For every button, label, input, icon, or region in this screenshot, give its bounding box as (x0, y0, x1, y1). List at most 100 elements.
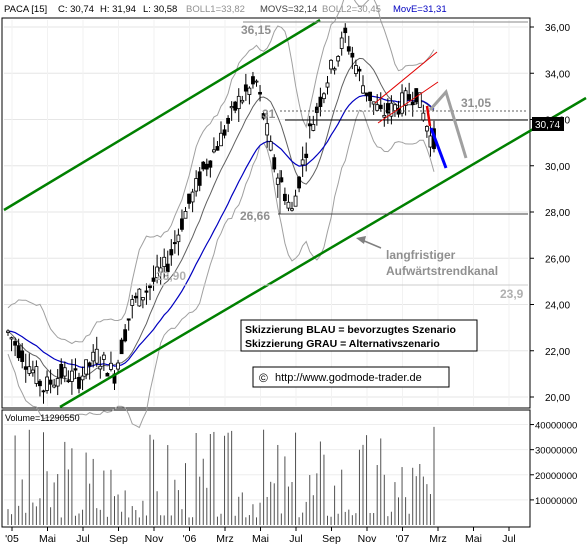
candle-body (116, 362, 120, 370)
candle-body (211, 149, 216, 153)
candle-body (254, 80, 259, 83)
candle-body (357, 68, 362, 72)
overlays (3, 18, 587, 409)
candle-body (34, 366, 39, 384)
candle-body (251, 76, 255, 85)
candle-body (180, 218, 184, 230)
candle-body (123, 329, 128, 342)
candle-body (378, 104, 383, 110)
candle-body (52, 384, 57, 388)
candle-body (126, 318, 131, 321)
candle-body (350, 52, 355, 58)
annotation-support: 23,90 (156, 269, 186, 283)
legend-box (240, 319, 478, 352)
annotation-partial: 31 (262, 107, 276, 121)
red-current-move (425, 105, 432, 127)
volume-bars (7, 426, 435, 525)
candle-body (215, 146, 220, 151)
candle-body (261, 113, 266, 119)
time-tick-label: Mai (39, 533, 56, 545)
candle-body (148, 285, 152, 289)
copyright-box (252, 366, 450, 388)
volume-panel-frame (1, 409, 531, 528)
candle-body (297, 176, 302, 189)
legend-line-grey: Skizzierung GRAU = Alternativszenario (245, 338, 440, 350)
candle-body (190, 191, 195, 203)
candle-body (13, 341, 18, 346)
candle-body (55, 378, 60, 387)
candle-body (389, 102, 394, 117)
candle-body (236, 95, 241, 110)
candle-body (187, 193, 191, 204)
candle-body (119, 339, 124, 355)
candle-body (336, 56, 341, 62)
candle-body (219, 132, 223, 147)
candle-body (272, 157, 277, 170)
channel-text-line1: langfristiger (386, 248, 456, 262)
channel-arrow-shaft (361, 239, 382, 249)
candle-body (403, 90, 408, 106)
candle-body (247, 87, 252, 95)
candle-body (101, 354, 106, 360)
candle-body (45, 376, 49, 391)
price-tick-label: 24,00 (545, 301, 570, 312)
candle-body (304, 153, 309, 158)
candle-body (368, 91, 373, 101)
price-tick-label: 30,00 (545, 162, 570, 173)
axes: 20,00 22,00 24,00 26,00 28,00 30,00 32,00 34,00… (5, 23, 577, 545)
candle-body (233, 101, 238, 111)
candle-body (59, 364, 64, 378)
candle-body (98, 365, 103, 370)
candle-body (265, 123, 270, 136)
candle-body (400, 92, 404, 114)
candle-body (229, 106, 234, 109)
candle-body (66, 380, 71, 383)
candle-body (27, 366, 32, 374)
time-tick-label: Nov (358, 533, 377, 545)
candle-body (385, 103, 390, 114)
time-tick-label: Sep (109, 533, 128, 545)
candle-body (176, 234, 181, 243)
candle-body (169, 249, 174, 256)
volume-tick-label: 10000000 (535, 496, 577, 507)
candle-body (343, 27, 348, 34)
header-movs: MOVS=32,14 (260, 4, 317, 15)
last-price-box (532, 117, 564, 131)
candle-body (290, 208, 294, 211)
time-tick-label: Mai (252, 533, 269, 545)
candle-body (382, 114, 387, 118)
candle-body (314, 106, 319, 113)
time-tick-label: Jul (502, 533, 515, 545)
candle-body (94, 348, 99, 364)
candle-body (353, 65, 358, 74)
candle-body (9, 337, 14, 340)
bollinger-upper-line (7, 0, 435, 345)
red-channel-lower (377, 81, 439, 124)
candle-body (137, 288, 142, 307)
candle-body (417, 92, 422, 108)
candle-body (183, 211, 188, 219)
candle-body (201, 161, 206, 170)
candle-body (70, 370, 74, 382)
price-tick-label: 28,00 (545, 208, 570, 219)
candle-body (375, 104, 380, 111)
candle-body (346, 46, 351, 52)
candle-body (144, 290, 149, 293)
volume-tick-label: 30000000 (535, 446, 577, 457)
candle-body (371, 101, 376, 105)
candle-body (332, 68, 337, 71)
candle-body (282, 193, 287, 202)
price-tick-label: 32,00 (545, 116, 570, 127)
candle-body (407, 94, 412, 100)
annotation-low: 26,66 (240, 209, 270, 223)
candle-body (41, 390, 46, 393)
header-move: MovE=31,31 (393, 4, 447, 15)
price-tick-label: 22,00 (545, 347, 570, 358)
candle-body (393, 104, 397, 112)
candle-body (87, 362, 92, 367)
candle-body (162, 256, 167, 267)
candle-body (361, 85, 365, 94)
header-boll2: BOLL2=30,45 (322, 4, 381, 15)
candlesticks (6, 23, 436, 404)
